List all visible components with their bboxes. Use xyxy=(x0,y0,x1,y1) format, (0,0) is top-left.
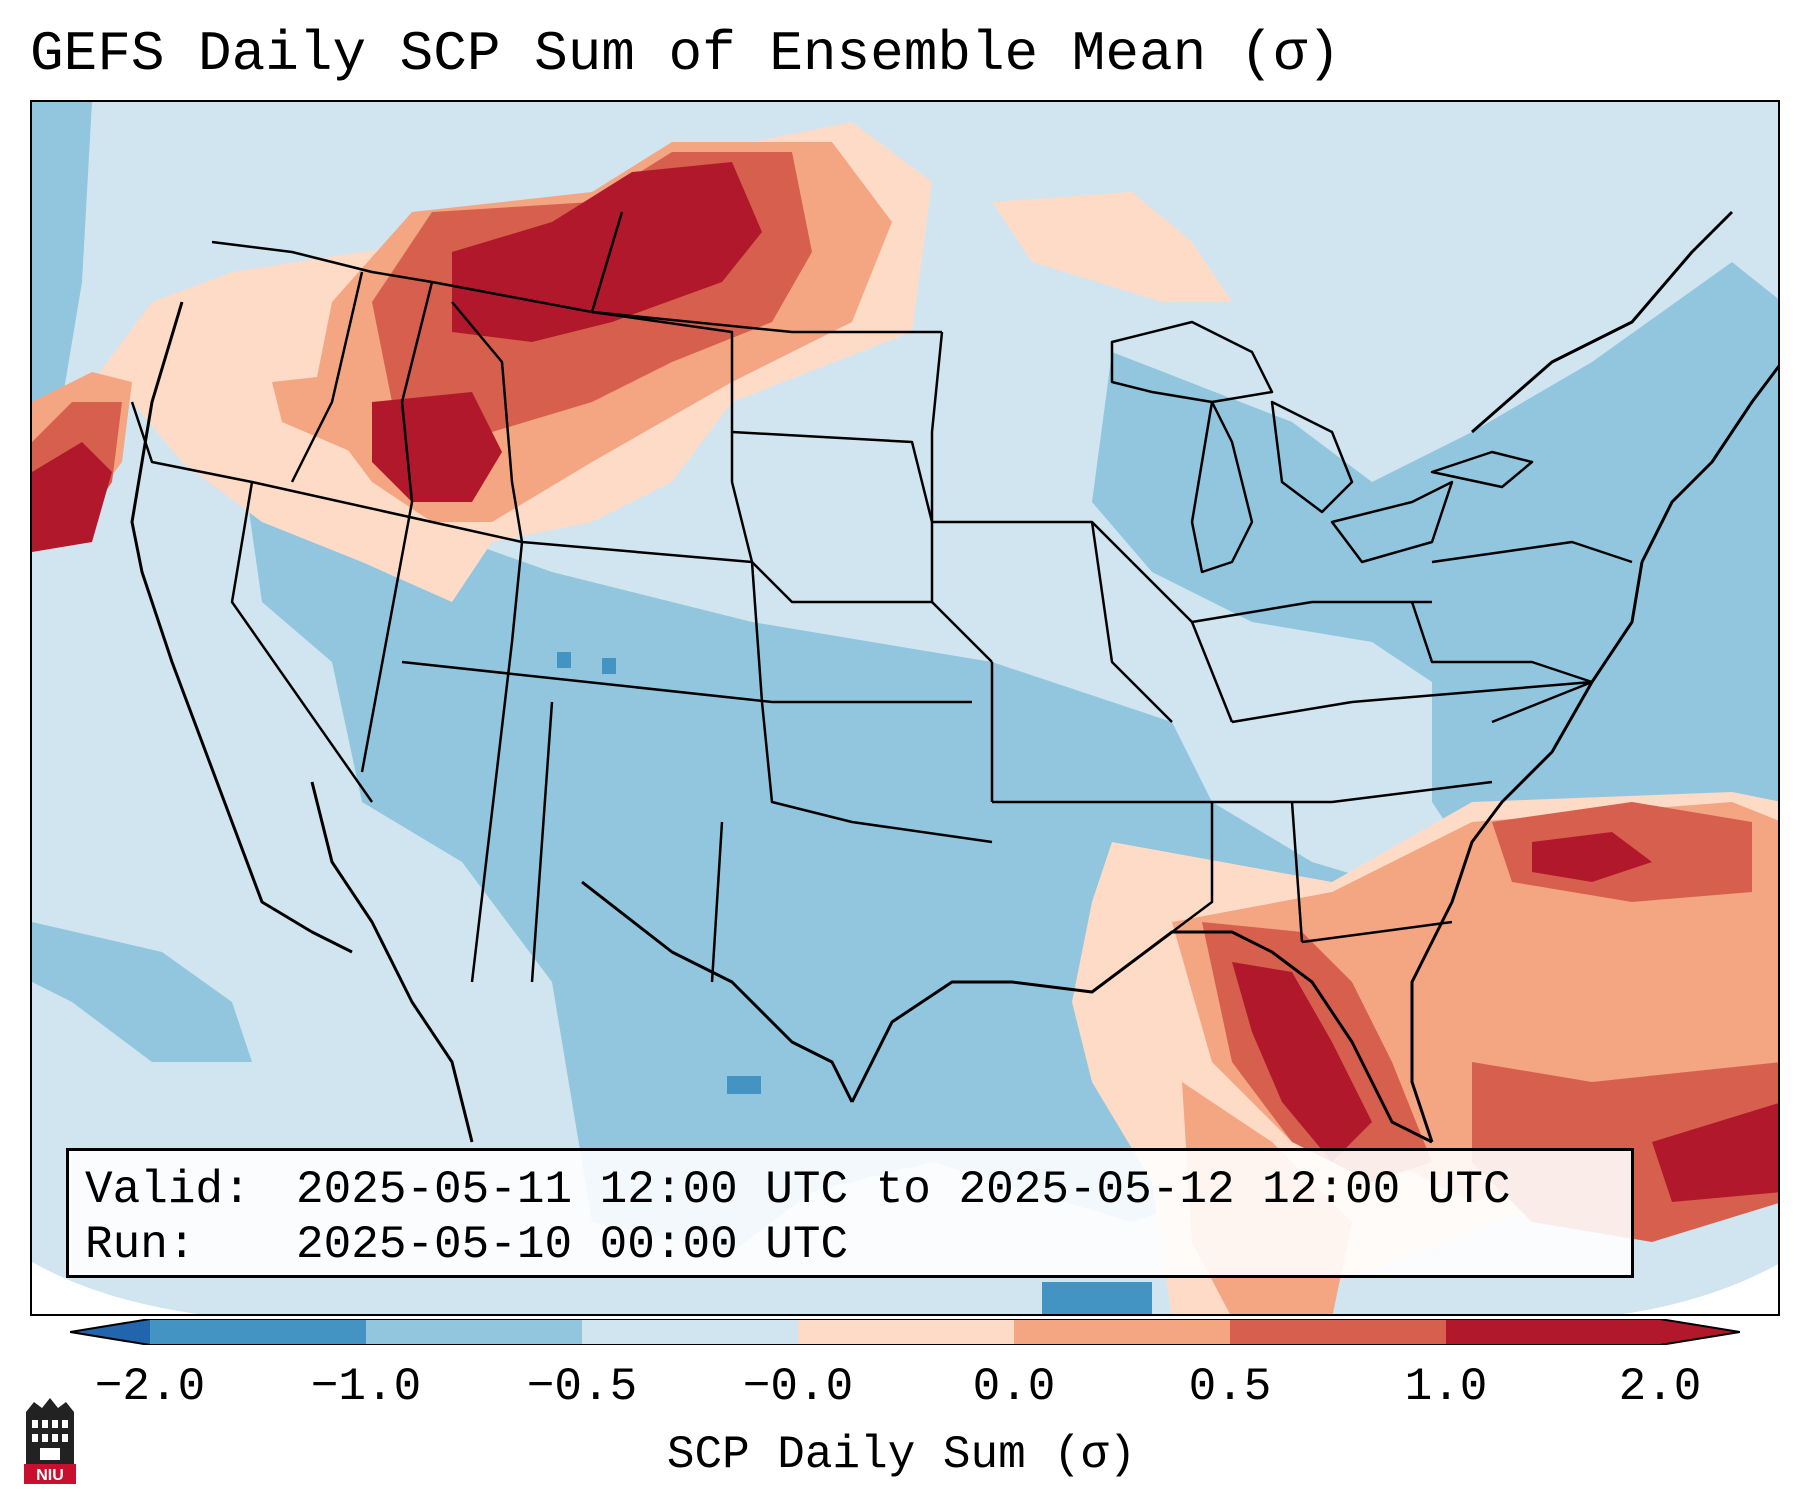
projection-edge xyxy=(32,1262,1778,1314)
field-strong-negative-regions xyxy=(557,652,1152,1314)
niu-logo: NIU xyxy=(20,1390,80,1486)
run-line: Run: 2025-05-10 00:00 UTC xyxy=(85,1218,1631,1273)
colorbar-bin-6 xyxy=(1230,1319,1446,1345)
map-panel xyxy=(30,100,1780,1316)
coastline-lines xyxy=(130,210,1778,1144)
colorbar-tick-label: 1.0 xyxy=(1404,1361,1488,1413)
colorbar-bin-3 xyxy=(582,1319,798,1345)
colorbar-label: SCP Daily Sum (σ) xyxy=(666,1429,1137,1481)
state-borders xyxy=(130,211,1633,983)
colorbar xyxy=(70,1319,1740,1345)
colorbar-tick-label: 2.0 xyxy=(1618,1361,1702,1413)
colorbar-tick-label: −0.0 xyxy=(742,1361,854,1413)
valid-line: Valid: 2025-05-11 12:00 UTC to 2025-05-12… xyxy=(85,1163,1631,1218)
colorbar-bin-1 xyxy=(150,1319,366,1345)
colorbar-bin-2 xyxy=(366,1319,582,1345)
colorbar-bin-5 xyxy=(1014,1319,1230,1345)
colorbar-tick-label: −2.0 xyxy=(94,1361,206,1413)
colorbar-tick-label: 0.5 xyxy=(1188,1361,1272,1413)
valid-run-info-box: Valid: 2025-05-11 12:00 UTC to 2025-05-12… xyxy=(66,1148,1634,1278)
forecast-map xyxy=(32,102,1778,1314)
great-lakes-outlines xyxy=(1110,320,1534,574)
logo-text: NIU xyxy=(36,1467,64,1484)
valid-label: Valid: xyxy=(85,1164,251,1216)
field-positive-extreme xyxy=(32,162,1778,1202)
map-title: GEFS Daily SCP Sum of Ensemble Mean (σ) xyxy=(30,22,1341,86)
colorbar-tick-label: 0.0 xyxy=(972,1361,1056,1413)
colorbar-tick-label: −1.0 xyxy=(310,1361,422,1413)
colorbar-bin-7-extend-above xyxy=(1446,1319,1740,1345)
run-value: 2025-05-10 00:00 UTC xyxy=(296,1219,849,1271)
colorbar-extend-below xyxy=(70,1319,150,1345)
valid-value: 2025-05-11 12:00 UTC to 2025-05-12 12:00… xyxy=(296,1164,1511,1216)
run-label: Run: xyxy=(85,1219,196,1271)
colorbar-bin-4 xyxy=(798,1319,1014,1345)
colorbar-tick-label: −0.5 xyxy=(526,1361,638,1413)
